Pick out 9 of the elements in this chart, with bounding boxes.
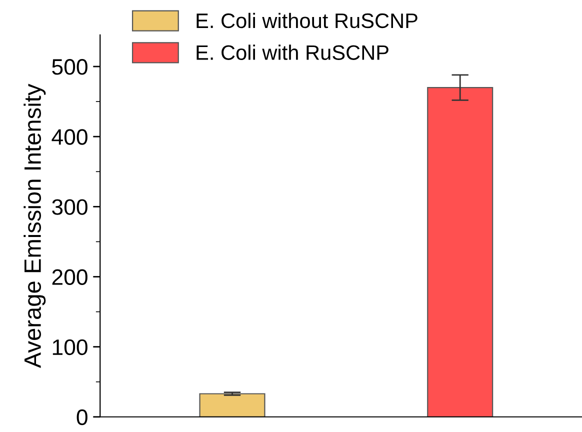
y-tick-label: 400 xyxy=(52,129,88,145)
y-tick-label: 500 xyxy=(52,59,88,75)
y-tick-label: 100 xyxy=(52,339,88,356)
y-tick-label: 200 xyxy=(52,269,88,286)
y-tick-label: 0 xyxy=(76,409,88,426)
y-tick-label: 300 xyxy=(52,199,88,215)
legend-label: E. Coli without RuSCNP xyxy=(196,12,418,28)
legend-label: E. Coli with RuSCNP xyxy=(196,44,388,60)
y-axis-title: Average Emission Intensity xyxy=(24,84,46,368)
